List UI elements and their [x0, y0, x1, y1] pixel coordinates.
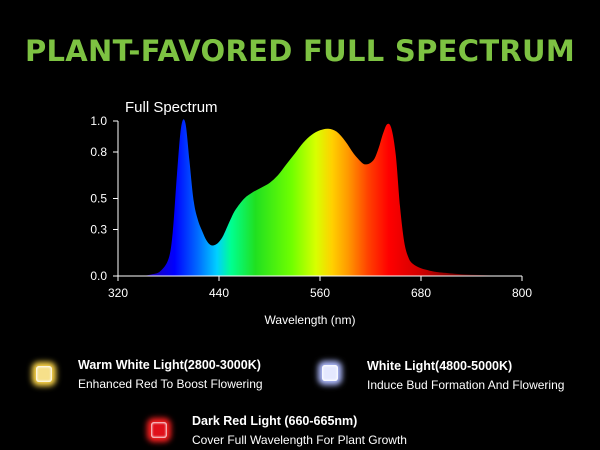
x-axis-label: Wavelength (nm): [265, 313, 356, 327]
x-tick-label: 560: [310, 286, 330, 300]
white-led-icon: [322, 365, 338, 381]
legend-title: Dark Red Light (660-665nm): [192, 414, 358, 428]
dark-red-led-icon: [151, 422, 167, 438]
y-tick-label: 0.3: [90, 223, 107, 237]
legend-title: Warm White Light(2800-3000K): [78, 358, 261, 372]
spectrum-area: [143, 119, 523, 276]
x-tick-label: 800: [512, 286, 532, 300]
warm-white-led-icon: [36, 366, 52, 382]
legend-desc: Enhanced Red To Boost Flowering: [78, 377, 263, 391]
y-tick-label: 0.5: [90, 192, 107, 206]
legend-title: White Light(4800-5000K): [367, 359, 513, 373]
chart-title: Full Spectrum: [125, 99, 218, 116]
x-tick-label: 680: [411, 286, 431, 300]
y-tick-label: 0.8: [90, 145, 107, 159]
legend-desc: Cover Full Wavelength For Plant Growth: [192, 433, 407, 447]
x-tick-label: 320: [108, 286, 128, 300]
y-tick-label: 1.0: [90, 114, 107, 128]
y-tick-label: 0.0: [90, 269, 107, 283]
headline: PLANT-FAVORED FULL SPECTRUM: [24, 34, 576, 68]
legend-desc: Induce Bud Formation And Flowering: [367, 378, 565, 392]
spectrum-chart: Full Spectrum 320 440 560 680 800 0.0 0.3 0.5 0.…: [90, 99, 532, 327]
x-tick-label: 440: [209, 286, 229, 300]
